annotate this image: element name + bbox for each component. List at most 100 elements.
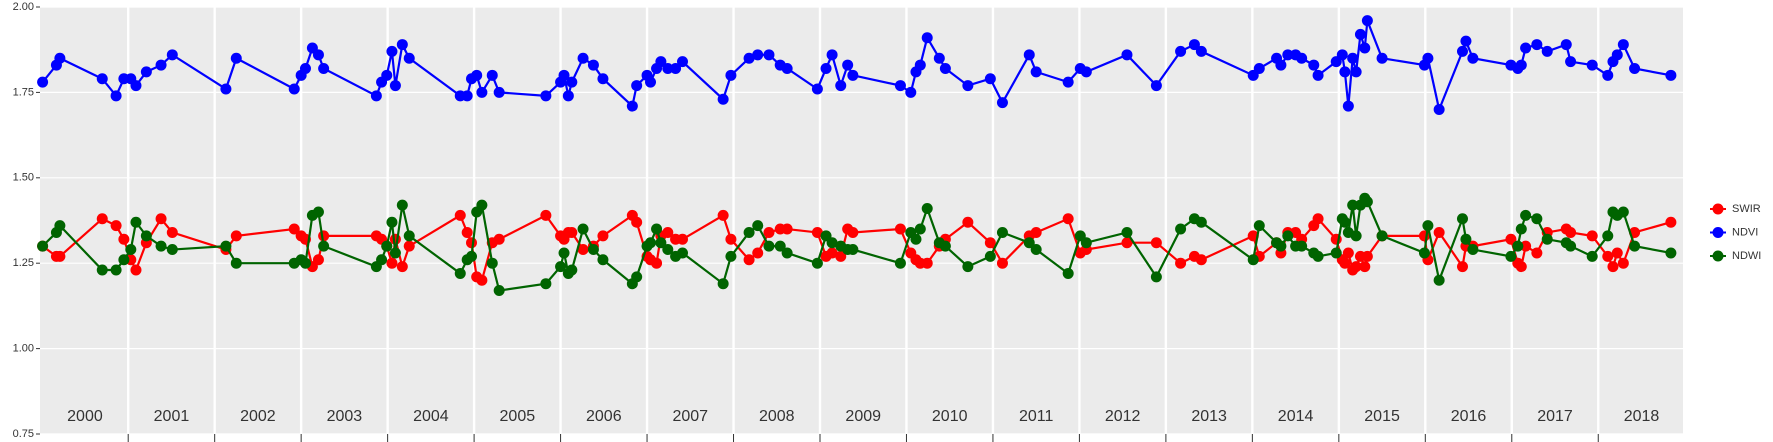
data-point (118, 233, 130, 245)
data-point (1030, 244, 1042, 256)
data-point (1030, 226, 1042, 238)
data-point (1347, 199, 1359, 211)
data-point (1456, 213, 1468, 225)
data-point (1339, 216, 1351, 228)
y-tick-label: 1.75 (13, 86, 34, 98)
data-point (1629, 240, 1641, 252)
data-point (1586, 59, 1598, 71)
data-point (1611, 247, 1623, 259)
data-point (847, 226, 859, 238)
data-point (140, 230, 152, 242)
data-point (1376, 230, 1388, 242)
data-point (1456, 45, 1468, 57)
data-point (396, 39, 408, 51)
data-point (1602, 250, 1614, 262)
data-point (631, 80, 643, 92)
data-point (1467, 244, 1479, 256)
data-point (962, 261, 974, 273)
data-point (894, 223, 906, 235)
data-point (1312, 213, 1324, 225)
data-point (558, 247, 570, 259)
data-point (1296, 52, 1308, 64)
data-point (577, 223, 589, 235)
data-point (1460, 35, 1472, 47)
data-point (1531, 39, 1543, 51)
data-point (1359, 261, 1371, 273)
data-point (914, 223, 926, 235)
data-point (1531, 247, 1543, 259)
data-point (1339, 257, 1351, 269)
data-point (454, 209, 466, 221)
data-point (96, 213, 108, 225)
data-point (1418, 247, 1430, 259)
legend-swatch (1712, 250, 1724, 262)
data-point (1188, 39, 1200, 51)
data-point (166, 49, 178, 61)
data-point (220, 83, 232, 95)
data-point (1062, 267, 1074, 279)
data-point (1361, 15, 1373, 27)
data-point (626, 100, 638, 112)
legend-label: SWIR (1732, 203, 1761, 215)
data-point (1030, 66, 1042, 78)
data-point (645, 76, 657, 88)
data-point (1531, 213, 1543, 225)
x-tick-label: 2010 (932, 408, 968, 425)
data-point (811, 226, 823, 238)
data-point (461, 226, 473, 238)
data-point (835, 80, 847, 92)
data-point (125, 244, 137, 256)
data-point (318, 62, 330, 74)
data-point (386, 257, 398, 269)
data-point (140, 66, 152, 78)
data-point (381, 69, 393, 81)
data-point (1282, 49, 1294, 61)
data-point (577, 244, 589, 256)
data-point (1080, 66, 1092, 78)
data-point (486, 257, 498, 269)
data-point (566, 76, 578, 88)
data-point (96, 264, 108, 276)
data-point (312, 254, 324, 266)
data-point (597, 73, 609, 85)
data-point (1308, 59, 1320, 71)
data-point (662, 244, 674, 256)
data-point (476, 199, 488, 211)
x-tick-label: 2005 (500, 408, 536, 425)
data-point (1275, 59, 1287, 71)
data-point (1175, 223, 1187, 235)
legend-swatch (1712, 203, 1724, 215)
data-point (288, 223, 300, 235)
data-point (396, 199, 408, 211)
data-point (220, 240, 232, 252)
data-point (493, 86, 505, 98)
data-point (1456, 261, 1468, 273)
data-point (996, 226, 1008, 238)
data-point (725, 69, 737, 81)
data-point (1565, 240, 1577, 252)
data-point (1275, 240, 1287, 252)
x-tick-label: 2014 (1278, 408, 1314, 425)
data-point (763, 226, 775, 238)
y-tick-label: 0.75 (13, 428, 34, 440)
data-point (110, 220, 122, 232)
data-point (752, 49, 764, 61)
data-point (386, 216, 398, 228)
data-point (1617, 39, 1629, 51)
data-point (1602, 230, 1614, 242)
data-point (752, 247, 764, 259)
data-point (781, 223, 793, 235)
data-point (826, 247, 838, 259)
data-point (312, 206, 324, 218)
data-point (811, 257, 823, 269)
x-tick-label: 2007 (672, 408, 708, 425)
data-point (1330, 247, 1342, 259)
data-point (1665, 69, 1677, 81)
data-point (717, 93, 729, 105)
data-point (389, 80, 401, 92)
data-point (670, 62, 682, 74)
data-point (566, 264, 578, 276)
data-point (717, 278, 729, 290)
panel (40, 7, 1683, 434)
data-point (1422, 52, 1434, 64)
